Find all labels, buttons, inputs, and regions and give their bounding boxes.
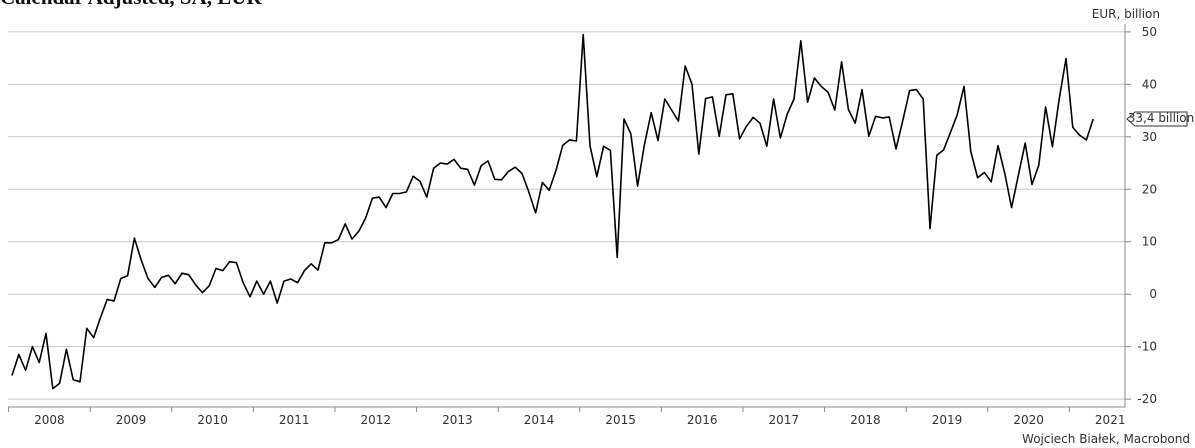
chart-title: Calendar Adjusted, SA, EUR: [0, 0, 262, 9]
x-tick-label: 2019: [932, 413, 963, 427]
x-tick-label: 2020: [1013, 413, 1044, 427]
x-tick-label: 2010: [197, 413, 228, 427]
last-value-label: 33,4 billion: [1128, 111, 1194, 125]
x-tick-label: 2012: [361, 413, 392, 427]
x-tick-label: 2009: [116, 413, 147, 427]
y-axis-label: EUR, billion: [1092, 7, 1160, 21]
x-tick-label: 2021: [1095, 413, 1126, 427]
x-tick-label: 2017: [769, 413, 800, 427]
source: Wojciech Białek, Macrobond: [1022, 432, 1190, 446]
last-value-callout: [1126, 111, 1188, 127]
y-tick-label: 40: [1142, 77, 1157, 91]
y-tick-label: 20: [1142, 182, 1157, 196]
y-tick-label: -10: [1137, 340, 1157, 354]
y-tick-label: -20: [1137, 392, 1157, 406]
data-line: [11, 33, 1094, 390]
x-tick-label: 2018: [850, 413, 881, 427]
y-tick-label: 50: [1142, 25, 1157, 39]
y-tick-label: 10: [1142, 235, 1157, 249]
x-tick-label: 2011: [279, 413, 310, 427]
x-tick-label: 2013: [442, 413, 473, 427]
x-tick-label: 2015: [605, 413, 636, 427]
y-tick-label: 30: [1142, 130, 1157, 144]
y-tick-label: 0: [1149, 287, 1157, 301]
x-tick-label: 2008: [34, 413, 65, 427]
x-tick-label: 2016: [687, 413, 718, 427]
x-tick-label: 2014: [524, 413, 555, 427]
